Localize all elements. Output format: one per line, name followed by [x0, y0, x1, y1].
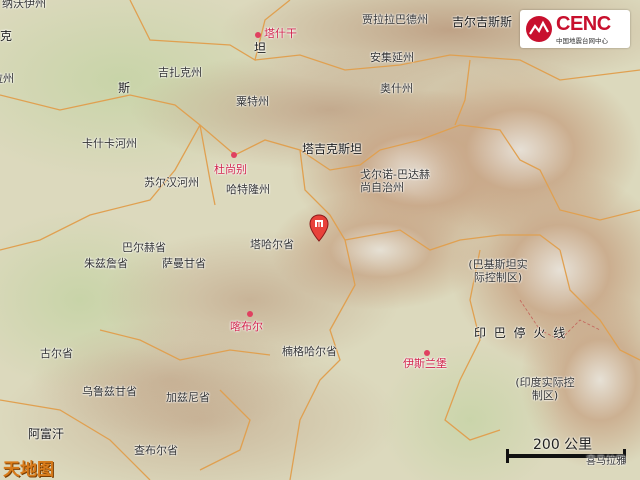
- city-label-kabul: 喀布尔: [230, 320, 263, 333]
- country-label-uzbekistan-a: 斯: [118, 81, 131, 95]
- country-label-uzbekistan-b: 坦: [254, 41, 267, 55]
- region-label-jalal-abad: 贾拉拉巴德州: [362, 13, 428, 26]
- city-dot-tashkent: [255, 32, 261, 38]
- region-label-surkhandarya: 苏尔汉河州: [144, 176, 199, 189]
- region-label-bukhara: 布哈拉州: [0, 72, 14, 85]
- region-label-samangan: 萨曼甘省: [162, 257, 206, 270]
- region-label-balkh: 巴尔赫省: [122, 241, 166, 254]
- city-dot-islamabad: [424, 350, 430, 356]
- logo-subtitle: 中国地震台网中心: [556, 37, 608, 45]
- region-label-uruzgan: 乌鲁兹甘省: [82, 385, 137, 398]
- country-label-kyrgyzstan: 吉尔吉斯斯: [452, 15, 513, 29]
- region-label-ind-kashmir: (印度实际控制区): [515, 376, 575, 402]
- tianditu-watermark: 天地图: [3, 460, 54, 480]
- scale-label: 200 公里: [533, 437, 593, 453]
- region-label-pak-kashmir: (巴基斯坦实际控制区): [468, 258, 528, 284]
- scale-bar: 200 公里: [505, 434, 630, 464]
- city-dot-kabul: [247, 311, 253, 317]
- region-label-osh: 奥什州: [380, 82, 413, 95]
- country-label-afghanistan: 阿富汗: [28, 427, 65, 441]
- city-dot-dushanbe: [231, 152, 237, 158]
- epicenter-pin-icon[interactable]: [309, 214, 329, 242]
- region-label-zabul: 查布尔省: [134, 444, 178, 457]
- region-label-jizzakh: 吉扎克州: [158, 66, 202, 79]
- region-label-andijan: 安集延州: [370, 51, 414, 64]
- region-label-ghor: 古尔省: [40, 347, 73, 360]
- scale-bar-line: [506, 449, 626, 463]
- city-label-tashkent: 塔什干: [264, 27, 297, 40]
- region-label-gbao: 戈尔诺-巴达赫尚自治州: [360, 168, 430, 194]
- region-label-navoi: 纳沃伊州: [2, 0, 46, 10]
- city-label-islamabad: 伊斯兰堡: [403, 357, 447, 370]
- bottom-right-label: 喜马拉雅: [586, 456, 626, 467]
- logo-text: CENC: [556, 13, 611, 35]
- region-label-ghazni: 加兹尼省: [166, 391, 210, 404]
- region-label-jowzjan: 朱兹詹省: [84, 257, 128, 270]
- region-label-sughd: 粟特州: [236, 95, 269, 108]
- country-label-ceasefire: 印 巴 停 火 线: [474, 326, 568, 340]
- region-label-kashkadarya: 卡什卡河州: [82, 137, 137, 150]
- cenc-emblem-icon: [526, 16, 552, 42]
- cenc-logo: CENC 中国地震台网中心: [520, 10, 630, 48]
- city-label-dushanbe: 杜尚别: [214, 163, 247, 176]
- region-label-nangarhar: 楠格哈尔省: [282, 345, 337, 358]
- region-label-khatlon: 哈特隆州: [226, 183, 270, 196]
- country-label-tajikistan: 塔吉克斯坦: [302, 142, 363, 156]
- country-label-left-edge: 克: [0, 29, 13, 43]
- region-label-takhar: 塔哈尔省: [250, 238, 294, 251]
